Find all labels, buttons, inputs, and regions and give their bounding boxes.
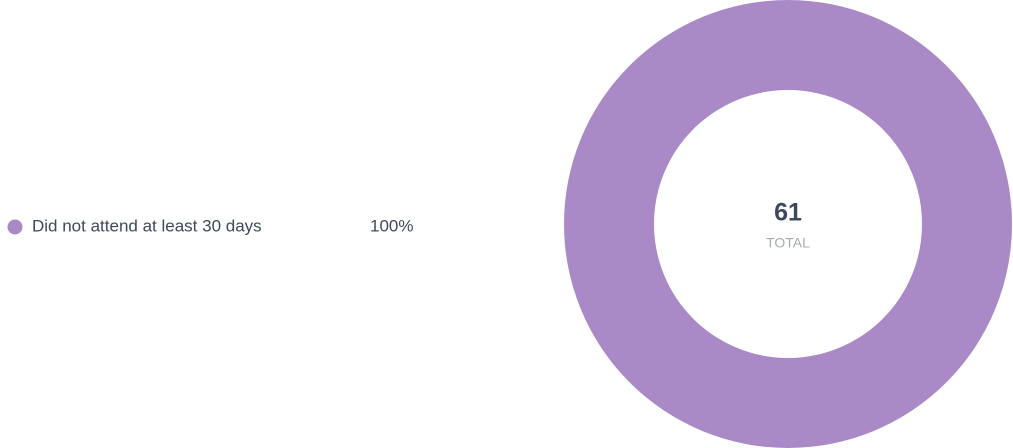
legend-swatch (7, 219, 23, 235)
legend-value: 100% (370, 216, 413, 235)
slice (564, 0, 1012, 448)
legend-label: Did not attend at least 30 days (32, 216, 262, 235)
total-value: 61 (774, 199, 802, 227)
total-label: TOTAL (766, 235, 810, 251)
